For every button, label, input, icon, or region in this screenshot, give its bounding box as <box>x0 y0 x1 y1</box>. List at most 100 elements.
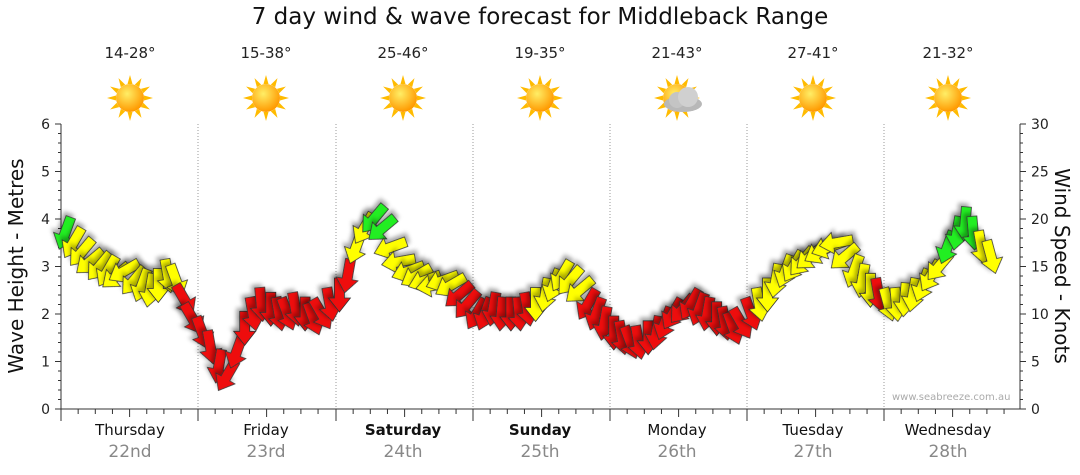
sun-ray <box>952 78 960 88</box>
sun-ray <box>550 86 560 94</box>
day-name-label: Friday <box>243 421 289 439</box>
sun-ray <box>391 108 399 118</box>
y-left-tick-label: 0 <box>41 402 50 418</box>
sun-ray <box>140 86 150 94</box>
sun-icon <box>243 75 289 121</box>
sun-ray <box>243 95 252 101</box>
sun-ray <box>550 102 560 110</box>
sun-ray <box>413 86 423 94</box>
sun-ray <box>793 102 803 110</box>
wind-arrow-shape <box>755 277 780 313</box>
wind-arrow-shape <box>232 310 257 346</box>
day-name-label: Thursday <box>95 421 165 439</box>
y-left-tick-label: 3 <box>41 260 50 276</box>
day-name-label: Wednesday <box>904 421 992 439</box>
sun-ray <box>665 78 673 88</box>
sun-ray <box>520 102 530 110</box>
temperature-range: 27-41° <box>787 44 839 62</box>
sun-ray <box>936 78 944 88</box>
day-date-label: 25th <box>520 442 560 462</box>
sun-ray <box>674 112 680 121</box>
sun-ray <box>665 108 673 118</box>
sun-ray <box>144 95 153 101</box>
sun-ray <box>400 75 406 84</box>
sun-disc <box>252 84 280 112</box>
y-left-tick-label: 4 <box>41 212 50 228</box>
sun-ray <box>657 86 667 94</box>
day-date-label: 26th <box>657 442 697 462</box>
day-name-label: Tuesday <box>782 421 844 439</box>
sun-ray <box>928 102 938 110</box>
sun-ray <box>276 102 286 110</box>
sun-ray <box>801 108 809 118</box>
sun-ray <box>110 86 120 94</box>
sun-ray <box>674 75 680 84</box>
wind-arrow <box>980 238 1004 275</box>
sun-ray <box>391 78 399 88</box>
sun-ray <box>407 78 415 88</box>
sun-ray <box>407 108 415 118</box>
sun-ray <box>280 95 289 101</box>
wind-arrow <box>830 241 862 269</box>
wind-arrow <box>755 277 780 313</box>
sun-ray <box>554 95 563 101</box>
sun-ray <box>263 112 269 121</box>
sun-ray <box>383 86 393 94</box>
y-left-tick-label: 1 <box>41 355 50 371</box>
sun-ray <box>810 75 816 84</box>
sun-ray <box>254 108 262 118</box>
sun-icon <box>790 75 836 121</box>
day-name-label: Monday <box>647 421 707 439</box>
sun-disc <box>799 84 827 112</box>
sun-ray <box>107 95 116 101</box>
sun-ray <box>827 95 836 101</box>
sun-ray <box>657 102 667 110</box>
wind-arrow <box>232 310 257 346</box>
sun-ray <box>110 102 120 110</box>
sun-ray <box>380 95 389 101</box>
sun-disc <box>389 84 417 112</box>
sun-ray <box>127 112 133 121</box>
sun-ray <box>118 78 126 88</box>
temperature-range: 15-38° <box>240 44 292 62</box>
day-date-label: 24th <box>383 442 423 462</box>
cloud-icon <box>664 87 702 112</box>
sun-ray <box>945 75 951 84</box>
y-right-tick-label: 30 <box>1031 117 1049 133</box>
sun-ray <box>263 75 269 84</box>
sun-ray <box>681 78 689 88</box>
sun-ray <box>936 108 944 118</box>
sun-ray <box>246 102 256 110</box>
sun-ray <box>958 86 968 94</box>
y-right-tick-label: 25 <box>1031 165 1049 181</box>
sun-disc <box>934 84 962 112</box>
sun-ray <box>276 86 286 94</box>
sun-ray <box>823 102 833 110</box>
sun-ray <box>383 102 393 110</box>
sun-disc <box>116 84 144 112</box>
day-date-label: 28th <box>928 442 968 462</box>
cloud-puff <box>678 87 698 107</box>
sun-ray <box>817 108 825 118</box>
sun-ray <box>958 102 968 110</box>
day-name-label: Sunday <box>508 421 572 439</box>
sun-ray <box>962 95 971 101</box>
sun-ray <box>544 108 552 118</box>
sun-ray <box>537 75 543 84</box>
y-left-tick-label: 6 <box>41 117 50 133</box>
day-date-label: 27th <box>793 442 833 462</box>
sun-icon <box>380 75 426 121</box>
sun-ray <box>270 78 278 88</box>
sun-ray <box>817 78 825 88</box>
sun-ray <box>952 108 960 118</box>
watermark: www.seabreeze.com.au <box>892 392 1011 403</box>
wind-arrow <box>565 274 597 302</box>
chart-title: 7 day wind & wave forecast for Middlebac… <box>251 4 829 30</box>
sun-icon <box>517 75 563 121</box>
sun-ray <box>793 86 803 94</box>
sun-ray <box>127 75 133 84</box>
sun-ray <box>928 86 938 94</box>
sun-ray <box>810 112 816 121</box>
sun-ray <box>134 108 142 118</box>
